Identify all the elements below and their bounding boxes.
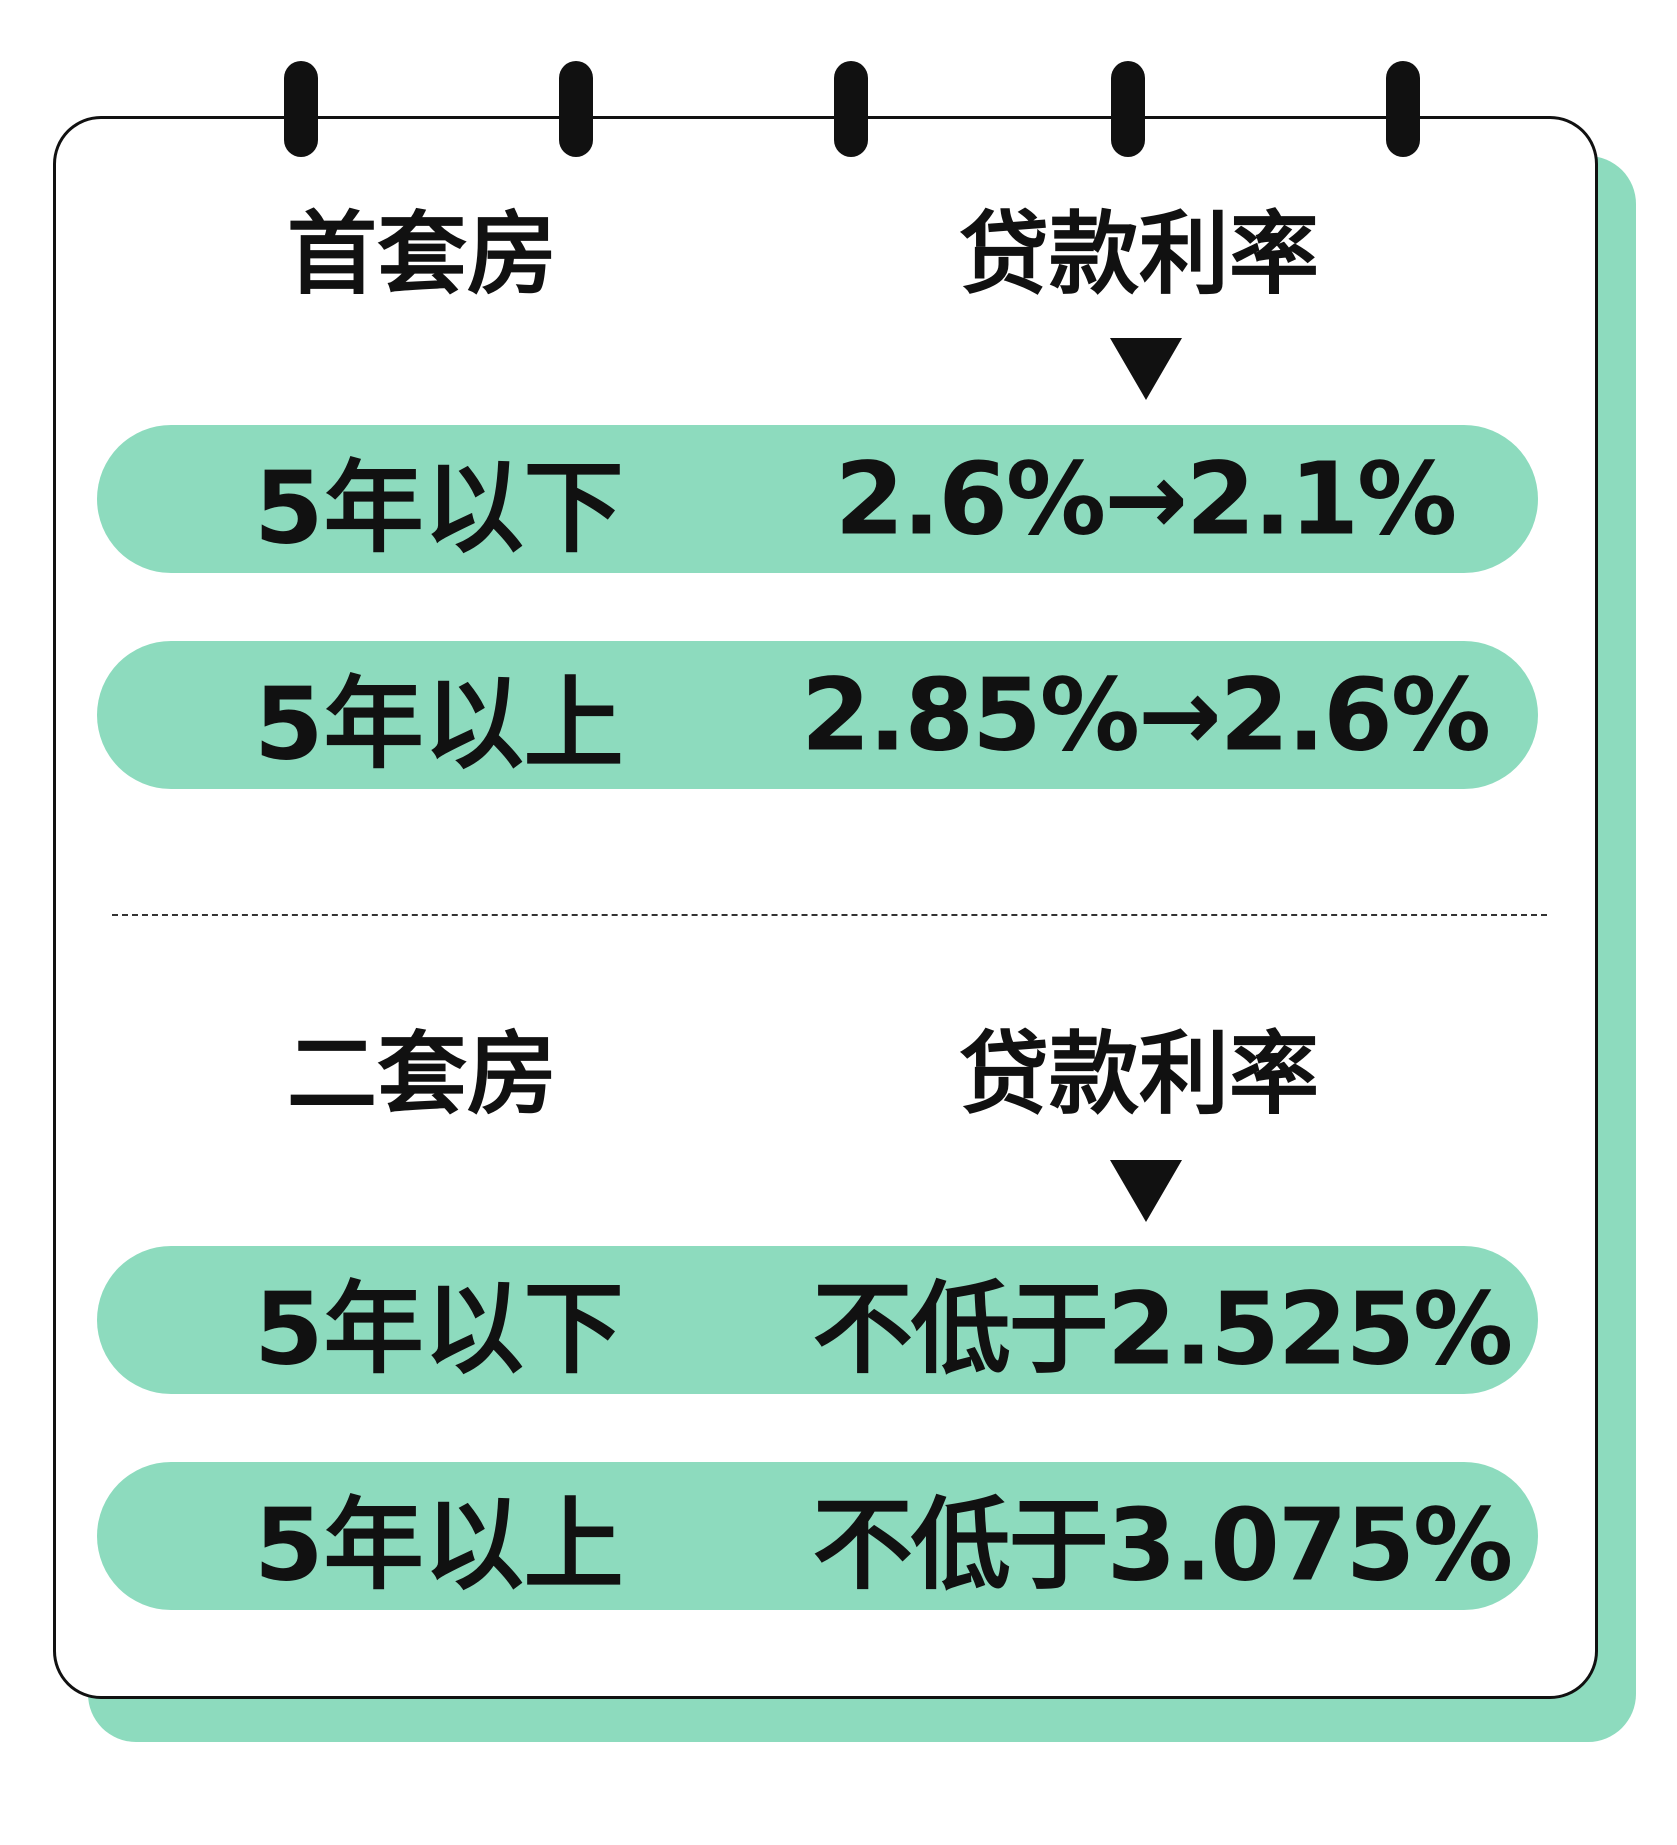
rate-value: 2.6%→2.1% xyxy=(834,440,1457,558)
second-home-rate-header: 贷款利率 xyxy=(959,1022,1319,1127)
down-triangle-icon xyxy=(1110,338,1182,400)
term-label: 5年以上 xyxy=(254,665,624,783)
calendar-card xyxy=(53,116,1598,1699)
rate-row: 5年以上 不低于3.075% xyxy=(97,1462,1538,1610)
rate-row: 5年以下 不低于2.525% xyxy=(97,1246,1538,1394)
rate-value: 不低于2.525% xyxy=(812,1270,1514,1388)
rate-row: 5年以下 2.6%→2.1% xyxy=(97,425,1538,573)
term-label: 5年以上 xyxy=(254,1486,624,1604)
rate-value: 不低于3.075% xyxy=(812,1486,1514,1604)
rate-row: 5年以上 2.85%→2.6% xyxy=(97,641,1538,789)
binder-ring-icon xyxy=(284,61,318,157)
second-home-title: 二套房 xyxy=(287,1022,557,1127)
down-triangle-icon xyxy=(1110,1160,1182,1222)
first-home-title: 首套房 xyxy=(287,202,557,307)
binder-ring-icon xyxy=(834,61,868,157)
binder-ring-icon xyxy=(559,61,593,157)
term-label: 5年以下 xyxy=(254,449,624,567)
first-home-rate-header: 贷款利率 xyxy=(959,202,1319,307)
section-divider xyxy=(112,914,1547,916)
rate-value: 2.85%→2.6% xyxy=(800,656,1491,774)
term-label: 5年以下 xyxy=(254,1270,624,1388)
binder-ring-icon xyxy=(1386,61,1420,157)
binder-ring-icon xyxy=(1111,61,1145,157)
